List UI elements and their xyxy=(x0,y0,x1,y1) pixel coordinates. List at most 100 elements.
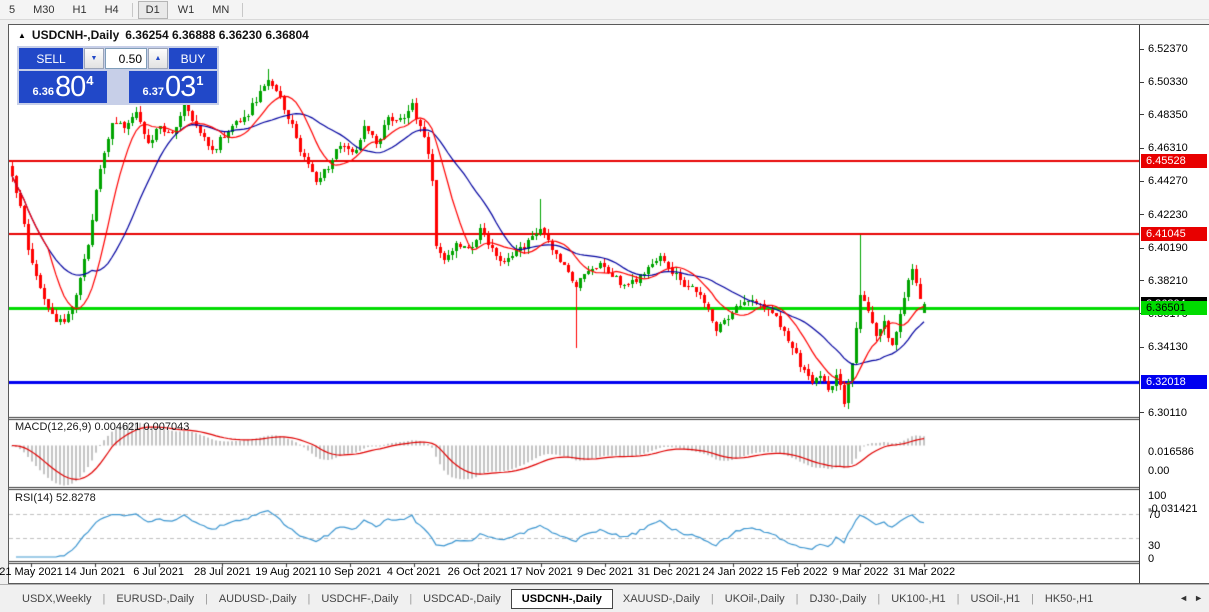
date-label: 6 Jul 2021 xyxy=(133,566,184,578)
price-axis: 6.52370 6.50330 6.48350 6.46310 6.44270 6.422… xyxy=(1139,25,1209,583)
price-tick-label: 6.34130 xyxy=(1148,341,1188,354)
price-tick-label: 6.38210 xyxy=(1148,274,1188,287)
price-tick-label: 6.50330 xyxy=(1148,76,1188,89)
rsi-scale-label: 70 xyxy=(1148,509,1161,521)
chart-ohlc-values: 6.36254 6.36888 6.36230 6.36804 xyxy=(125,28,309,42)
timeframe-button-H4[interactable]: H4 xyxy=(104,3,119,16)
tab-separator: | xyxy=(204,592,208,605)
chart-window: ▲ USDCNH-,Daily 6.36254 6.36888 6.36230 … xyxy=(0,24,1209,584)
price-tick-label: 6.46310 xyxy=(1148,142,1188,155)
price-tick-label: 6.52370 xyxy=(1148,43,1188,55)
tab-dj30-daily[interactable]: DJ30-,Daily xyxy=(809,592,867,605)
level-price-label: 6.45528 xyxy=(1141,153,1207,168)
tab-xauusd-daily[interactable]: XAUUSD-,Daily xyxy=(622,592,700,605)
timeframe-button-5[interactable]: 5 xyxy=(9,3,16,16)
price-tick-label: 6.30110 xyxy=(1148,406,1187,419)
date-label: 21 May 2021 xyxy=(0,566,63,578)
buy-price-prefix: 6.37 xyxy=(142,86,164,98)
buy-price-big: 03 xyxy=(164,71,196,103)
tab-usdchf-daily[interactable]: USDCHF-,Daily xyxy=(321,592,399,605)
tab-scroll-right-icon[interactable]: ► xyxy=(1194,593,1203,603)
tab-usdcnh-daily[interactable]: USDCNH-,Daily xyxy=(510,588,613,609)
price-tick-mark xyxy=(1140,81,1144,83)
sell-button[interactable]: SELL xyxy=(19,48,83,69)
tab-audusd-daily[interactable]: AUDUSD-,Daily xyxy=(218,592,297,605)
tab-eurusd-daily[interactable]: EURUSD-,Daily xyxy=(116,592,194,605)
date-label: 26 Oct 2021 xyxy=(447,566,508,578)
tab-uk100-h1[interactable]: UK100-,H1 xyxy=(891,592,946,605)
timeframe-button-D1[interactable]: D1 xyxy=(137,0,168,19)
tab-separator: | xyxy=(877,592,881,605)
date-label: 10 Sep 2021 xyxy=(318,566,382,578)
tab-usoil-h1[interactable]: USOil-,H1 xyxy=(970,592,1021,605)
toolbar-separator xyxy=(242,2,244,17)
price-tick-mark xyxy=(1140,48,1144,50)
chart-symbol-label: USDCNH-,Daily xyxy=(31,28,120,42)
price-tick-mark xyxy=(1140,280,1144,282)
one-click-trade-panel: SELL ▼ ▲ BUY 6.36 80 4 6.37 03 1 xyxy=(17,46,219,105)
macd-scale-label: 0.016586 xyxy=(1148,446,1194,458)
chart-title-row: ▲ USDCNH-,Daily 6.36254 6.36888 6.36230 … xyxy=(18,28,309,42)
date-label: 15 Feb 2022 xyxy=(765,566,828,578)
date-label: 19 Aug 2021 xyxy=(255,566,318,578)
tab-usdcad-daily[interactable]: USDCAD-,Daily xyxy=(423,592,501,605)
price-tick-label: 6.48350 xyxy=(1148,108,1188,121)
price-tick-label: 6.42230 xyxy=(1148,208,1188,221)
sell-price-box[interactable]: 6.36 80 4 xyxy=(19,71,107,103)
collapse-arrow-icon[interactable]: ▲ xyxy=(18,30,26,40)
price-tick-mark xyxy=(1140,214,1144,216)
sell-price-prefix: 6.36 xyxy=(32,86,54,98)
tab-usdx-weekly[interactable]: USDX,Weekly xyxy=(22,592,92,605)
date-label: 9 Mar 2022 xyxy=(832,566,889,578)
level-price-label: 6.32018 xyxy=(1141,374,1207,389)
date-label: 14 Jun 2021 xyxy=(64,566,126,578)
price-chart-canvas[interactable] xyxy=(9,25,1139,583)
buy-price-sup: 1 xyxy=(196,73,204,88)
rsi-scale-label: 30 xyxy=(1148,540,1161,552)
rsi-scale-label: 0 xyxy=(1148,553,1155,565)
date-label: 17 Nov 2021 xyxy=(510,566,573,578)
volume-input[interactable] xyxy=(105,48,147,69)
sell-price-big: 80 xyxy=(54,71,86,103)
buy-button[interactable]: BUY xyxy=(169,48,217,69)
price-tick-mark xyxy=(1140,114,1144,116)
date-label: 9 Dec 2021 xyxy=(577,566,634,578)
tab-separator: | xyxy=(1031,592,1034,605)
timeframe-button-H1[interactable]: H1 xyxy=(72,3,87,16)
date-label: 28 Jul 2021 xyxy=(193,566,251,578)
tab-separator: | xyxy=(956,592,960,605)
rsi-indicator-label: RSI(14) 52.8278 xyxy=(15,492,96,504)
volume-decrease-button[interactable]: ▼ xyxy=(84,48,104,69)
volume-increase-button[interactable]: ▲ xyxy=(148,48,168,69)
tab-ukoil-daily[interactable]: UKOil-,Daily xyxy=(724,592,785,605)
tab-separator: | xyxy=(710,592,714,605)
date-label: 4 Oct 2021 xyxy=(386,566,441,578)
tab-hk50-h1[interactable]: HK50-,H1 xyxy=(1044,592,1094,605)
toolbar-separator xyxy=(131,2,133,17)
price-tick-label: 6.44270 xyxy=(1148,175,1188,188)
macd-scale-label: 0.00 xyxy=(1148,464,1170,477)
price-tick-mark xyxy=(1140,247,1144,249)
chart-tab-bar: USDX,Weekly | EURUSD-,Daily | AUDUSD-,Daily |… xyxy=(0,584,1209,612)
level-price-label: 6.36501 xyxy=(1141,301,1207,316)
rsi-scale-label: 100 xyxy=(1148,490,1167,502)
tab-separator: | xyxy=(307,592,311,605)
timeframe-button-M30[interactable]: M30 xyxy=(33,3,55,16)
price-tick-mark xyxy=(1140,147,1144,149)
date-label: 24 Jan 2022 xyxy=(702,566,764,578)
timeframe-button-MN[interactable]: MN xyxy=(212,3,230,16)
tab-scroll-left-icon[interactable]: ◄ xyxy=(1179,593,1189,603)
timeframe-toolbar: 5 M30 H1 H4 D1 W1 MN xyxy=(0,0,1209,20)
tab-separator: | xyxy=(795,592,799,605)
macd-indicator-label: MACD(12,26,9) 0.004621 0.007043 xyxy=(15,421,190,433)
sell-price-sup: 4 xyxy=(86,73,94,88)
price-tick-mark xyxy=(1140,346,1144,348)
price-tick-mark xyxy=(1140,412,1144,414)
date-label: 31 Mar 2022 xyxy=(893,566,956,578)
buy-price-box[interactable]: 6.37 03 1 xyxy=(129,71,217,103)
level-price-label: 6.41045 xyxy=(1141,227,1207,242)
tab-separator: | xyxy=(102,592,106,605)
timeframe-button-W1[interactable]: W1 xyxy=(177,3,195,16)
price-tick-label: 6.40190 xyxy=(1148,242,1188,255)
macd-scale-label: -0.031421 xyxy=(1148,502,1198,515)
